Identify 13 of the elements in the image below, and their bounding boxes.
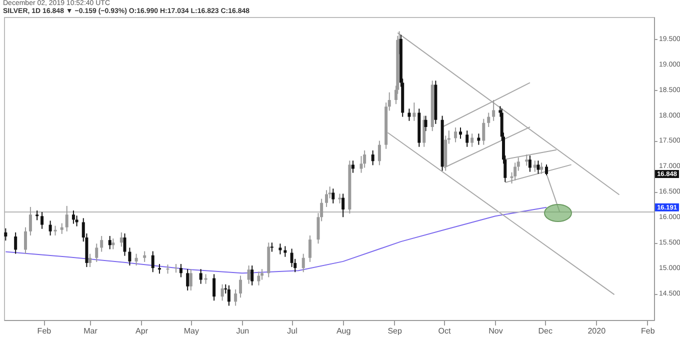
x-tick-label: Nov — [488, 326, 503, 336]
x-tick-label: Mar — [84, 326, 98, 336]
x-tick-label: Apr — [136, 326, 148, 336]
x-tick-label: Sep — [388, 326, 402, 336]
x-tick-label: Feb — [640, 326, 656, 336]
x-tick-label: 2020 — [588, 326, 606, 336]
x-tick-label: Aug — [336, 326, 351, 336]
x-tick-label: Dec — [538, 326, 552, 336]
x-tick-label: May — [184, 326, 199, 336]
x-tick-label: Oct — [438, 326, 452, 336]
x-tick-label: Jul — [287, 326, 298, 336]
x-tick-label: Jun — [236, 326, 250, 336]
x-tick-label: Feb — [37, 326, 52, 336]
